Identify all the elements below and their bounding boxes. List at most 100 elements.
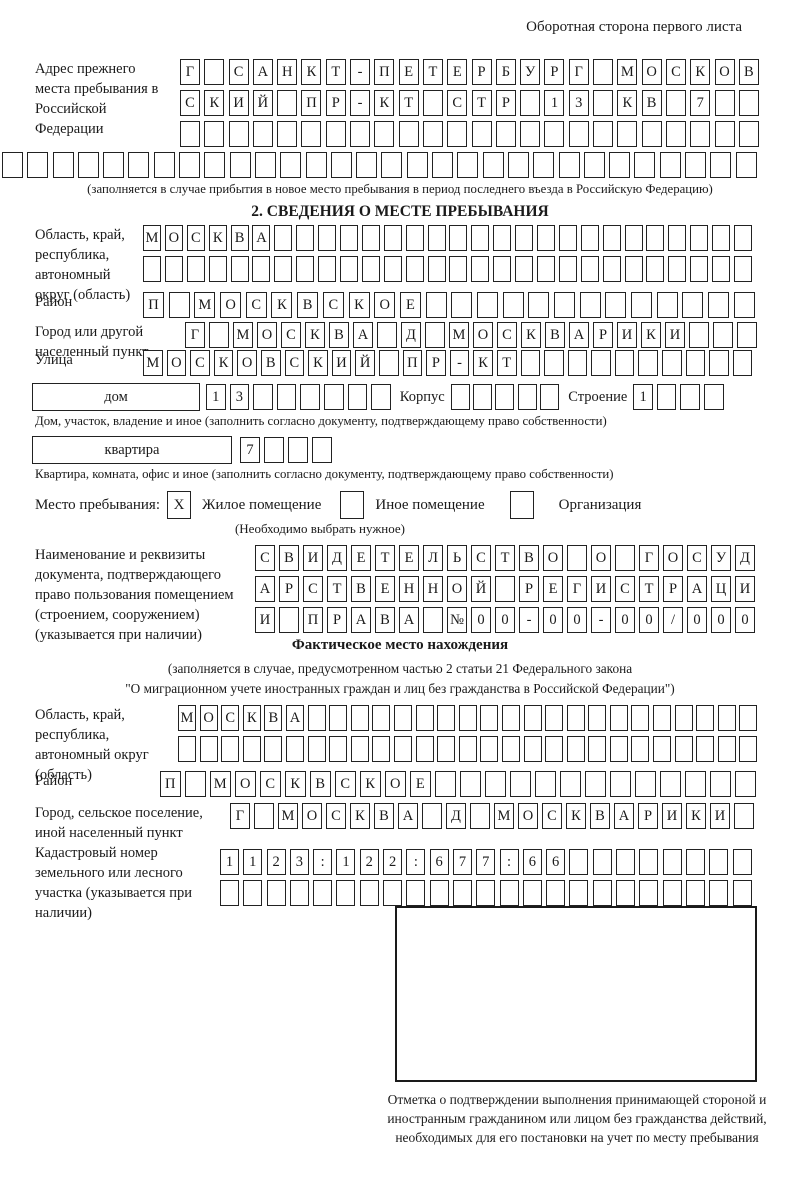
char-cell[interactable] bbox=[277, 121, 298, 147]
char-cell[interactable] bbox=[359, 880, 379, 906]
char-cell[interactable] bbox=[609, 152, 631, 178]
char-cell[interactable] bbox=[696, 705, 715, 731]
char-cell[interactable]: 3 bbox=[229, 384, 250, 410]
char-cell[interactable] bbox=[347, 384, 368, 410]
char-cell[interactable] bbox=[329, 736, 348, 762]
char-cell[interactable]: 1 bbox=[243, 849, 263, 875]
char-cell[interactable] bbox=[493, 256, 512, 282]
char-cell[interactable] bbox=[734, 225, 753, 251]
char-cell[interactable]: А bbox=[614, 803, 634, 829]
char-cell[interactable] bbox=[495, 121, 516, 147]
char-cell[interactable]: Г bbox=[185, 322, 205, 348]
char-cell[interactable]: : bbox=[499, 849, 519, 875]
char-cell[interactable]: В bbox=[230, 225, 249, 251]
checkbox-residential[interactable]: X bbox=[167, 491, 191, 519]
char-cell[interactable] bbox=[254, 803, 274, 829]
char-cell[interactable] bbox=[471, 225, 490, 251]
char-cell[interactable]: - bbox=[519, 607, 539, 633]
char-cell[interactable] bbox=[544, 121, 565, 147]
char-cell[interactable] bbox=[471, 121, 492, 147]
char-cell[interactable] bbox=[447, 121, 468, 147]
char-cell[interactable] bbox=[485, 771, 506, 797]
char-cell[interactable]: Г bbox=[568, 59, 589, 85]
char-cell[interactable] bbox=[296, 256, 315, 282]
char-cell[interactable]: Т bbox=[639, 576, 659, 602]
char-cell[interactable] bbox=[690, 225, 709, 251]
char-cell[interactable]: 1 bbox=[206, 384, 226, 410]
char-cell[interactable] bbox=[560, 771, 581, 797]
char-cell[interactable] bbox=[266, 880, 286, 906]
char-cell[interactable]: 1 bbox=[336, 849, 356, 875]
char-cell[interactable] bbox=[665, 121, 686, 147]
char-cell[interactable]: 0 bbox=[471, 607, 491, 633]
char-cell[interactable] bbox=[523, 705, 542, 731]
char-cell[interactable] bbox=[473, 384, 493, 410]
char-cell[interactable] bbox=[264, 437, 284, 463]
char-cell[interactable]: К bbox=[208, 225, 227, 251]
char-cell[interactable]: И bbox=[665, 322, 685, 348]
char-cell[interactable]: В bbox=[519, 545, 539, 571]
char-cell[interactable]: Р bbox=[495, 90, 516, 116]
char-cell[interactable] bbox=[274, 256, 293, 282]
char-cell[interactable] bbox=[545, 736, 564, 762]
char-cell[interactable]: И bbox=[303, 545, 323, 571]
char-cell[interactable] bbox=[449, 225, 468, 251]
char-cell[interactable]: Й bbox=[471, 576, 491, 602]
char-cell[interactable] bbox=[696, 736, 715, 762]
char-cell[interactable]: С bbox=[542, 803, 562, 829]
char-cell[interactable] bbox=[674, 705, 693, 731]
char-cell[interactable]: 1 bbox=[633, 384, 653, 410]
char-cell[interactable]: И bbox=[617, 322, 637, 348]
char-cell[interactable] bbox=[374, 121, 395, 147]
char-cell[interactable] bbox=[307, 736, 326, 762]
char-cell[interactable]: П bbox=[301, 90, 322, 116]
char-cell[interactable] bbox=[204, 152, 226, 178]
char-cell[interactable]: Р bbox=[593, 322, 613, 348]
char-cell[interactable]: Р bbox=[471, 59, 492, 85]
char-cell[interactable] bbox=[460, 771, 481, 797]
char-cell[interactable]: О bbox=[641, 59, 662, 85]
char-cell[interactable]: Р bbox=[327, 607, 347, 633]
char-cell[interactable] bbox=[592, 849, 612, 875]
char-cell[interactable] bbox=[480, 736, 499, 762]
char-cell[interactable] bbox=[685, 880, 705, 906]
char-cell[interactable] bbox=[535, 771, 556, 797]
char-cell[interactable] bbox=[704, 384, 724, 410]
char-cell[interactable] bbox=[361, 256, 380, 282]
char-cell[interactable] bbox=[229, 152, 251, 178]
char-cell[interactable]: - bbox=[350, 59, 371, 85]
char-cell[interactable] bbox=[566, 705, 585, 731]
char-cell[interactable] bbox=[340, 256, 359, 282]
char-cell[interactable] bbox=[264, 736, 283, 762]
char-cell[interactable]: 2 bbox=[266, 849, 286, 875]
char-cell[interactable]: Е bbox=[399, 292, 421, 318]
char-cell[interactable] bbox=[378, 350, 399, 376]
char-cell[interactable] bbox=[540, 384, 560, 410]
char-cell[interactable] bbox=[614, 350, 635, 376]
char-cell[interactable] bbox=[714, 90, 735, 116]
char-cell[interactable] bbox=[615, 545, 635, 571]
char-cell[interactable]: П bbox=[160, 771, 181, 797]
char-cell[interactable] bbox=[546, 880, 566, 906]
char-cell[interactable]: К bbox=[308, 350, 328, 376]
char-cell[interactable]: - bbox=[449, 350, 470, 376]
char-cell[interactable] bbox=[631, 736, 650, 762]
char-cell[interactable] bbox=[545, 705, 564, 731]
char-cell[interactable] bbox=[449, 256, 468, 282]
char-cell[interactable] bbox=[537, 225, 556, 251]
char-cell[interactable] bbox=[662, 350, 682, 376]
char-cell[interactable]: К bbox=[374, 90, 395, 116]
char-cell[interactable] bbox=[405, 225, 424, 251]
char-cell[interactable]: К bbox=[690, 59, 711, 85]
char-cell[interactable] bbox=[685, 771, 706, 797]
char-cell[interactable]: С bbox=[615, 576, 635, 602]
char-cell[interactable]: А bbox=[687, 576, 707, 602]
char-cell[interactable]: В bbox=[264, 705, 283, 731]
char-cell[interactable]: Л bbox=[423, 545, 443, 571]
char-cell[interactable]: И bbox=[735, 576, 755, 602]
char-cell[interactable]: К bbox=[271, 292, 293, 318]
char-cell[interactable]: О bbox=[220, 292, 242, 318]
char-cell[interactable]: К bbox=[348, 292, 370, 318]
char-cell[interactable]: Е bbox=[543, 576, 563, 602]
char-cell[interactable] bbox=[569, 849, 589, 875]
